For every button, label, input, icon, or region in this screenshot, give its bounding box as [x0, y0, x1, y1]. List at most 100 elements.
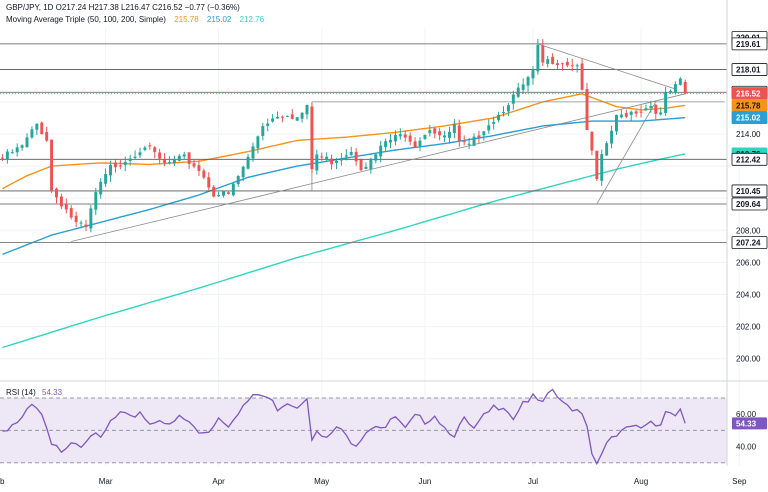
- candles: [0, 38, 687, 233]
- candle-body: [487, 125, 491, 131]
- candle-body: [55, 188, 58, 198]
- candle-body: [634, 111, 638, 114]
- candle-body: [551, 56, 555, 64]
- rsi-legend-label: RSI (14): [6, 388, 36, 397]
- legend: GBP/JPY, 1D O217.24 H217.38 L216.47 C216…: [6, 3, 265, 397]
- candle-body: [94, 192, 98, 210]
- candle-body: [600, 154, 604, 181]
- candle-body: [560, 63, 564, 65]
- price-tag-text: 216.52: [736, 90, 761, 99]
- rsi-tick-label: 60.00: [736, 410, 757, 419]
- candle-body: [0, 157, 4, 159]
- candle-body: [413, 141, 417, 148]
- candle-body: [339, 158, 343, 161]
- candle-body: [5, 151, 9, 160]
- candle-body: [541, 45, 545, 63]
- price-tag: [731, 236, 768, 249]
- candle-body: [546, 59, 550, 64]
- candle-body: [197, 165, 201, 171]
- candle-body: [526, 77, 530, 86]
- rsi-legend-value: 54.33: [42, 388, 63, 397]
- candle-body: [104, 174, 108, 184]
- price-tick-label: 214.00: [736, 130, 761, 139]
- candle-body: [349, 151, 353, 155]
- candle-body: [167, 162, 171, 164]
- candle-body: [295, 117, 299, 121]
- ma-line-ma100: [2, 116, 686, 256]
- price-tag-text: 215.02: [736, 114, 761, 123]
- candle-body: [79, 222, 83, 224]
- candle-body: [615, 114, 618, 132]
- candle-body: [639, 111, 643, 113]
- price-tag: [731, 63, 768, 76]
- candle-body: [447, 131, 451, 138]
- candle-body: [128, 158, 132, 161]
- candle-body: [664, 92, 668, 113]
- candle-body: [320, 156, 324, 158]
- candle-body: [605, 143, 609, 156]
- price-tag-text: 215.78: [736, 101, 761, 110]
- price-tick-label: 204.00: [736, 291, 761, 300]
- candle-body: [379, 145, 383, 157]
- candle-body: [497, 114, 501, 121]
- candle-body: [35, 123, 39, 130]
- candle-body: [516, 87, 520, 97]
- candle-body: [113, 162, 117, 168]
- rsi-line: [2, 388, 686, 466]
- price-tag-text: 219.61: [736, 40, 761, 49]
- candle-body: [580, 63, 584, 90]
- candle-body: [673, 84, 677, 94]
- candle-body: [305, 105, 309, 115]
- candle-body: [280, 116, 284, 118]
- candle-body: [482, 131, 486, 136]
- candle-body: [148, 145, 152, 147]
- price-tick-label: 206.00: [736, 258, 761, 267]
- candle-body: [467, 143, 471, 145]
- candle-body: [403, 134, 407, 138]
- price-tag: [731, 111, 768, 124]
- candle-body: [595, 150, 599, 180]
- candle-body: [10, 152, 14, 154]
- candle-body: [241, 166, 245, 178]
- candle-body: [236, 175, 240, 184]
- candle-body: [384, 141, 388, 148]
- price-tick-label: 200.00: [736, 355, 761, 364]
- ma200-legend-value: 212.76: [240, 15, 265, 24]
- price-tags: 54.33220.01219.61218.01216.60216.52215.7…: [731, 31, 768, 430]
- candle-body: [683, 81, 687, 94]
- candle-body: [443, 135, 447, 138]
- candle-body: [231, 183, 235, 196]
- candle-body: [300, 112, 304, 119]
- candle-body: [261, 126, 265, 136]
- candle-body: [521, 84, 525, 90]
- price-tick-label: 208.00: [736, 226, 761, 235]
- candle-body: [654, 104, 658, 114]
- candle-body: [364, 166, 368, 169]
- candle-body: [59, 196, 63, 207]
- candle-body: [133, 156, 137, 158]
- ma-legend-label: Moving Average Triple (50, 100, 200, Sim…: [6, 15, 166, 24]
- time-tick-label: Jul: [528, 477, 538, 486]
- candle-body: [290, 114, 294, 119]
- candle-body: [285, 115, 289, 117]
- header-line2: Moving Average Triple (50, 100, 200, Sim…: [6, 15, 265, 24]
- candle-body: [89, 208, 93, 229]
- candle-body: [246, 156, 250, 169]
- time-tick-label: Mar: [99, 477, 113, 486]
- moving-averages: [2, 93, 686, 349]
- candle-body: [158, 152, 162, 159]
- candle-body: [50, 139, 54, 191]
- candle-body: [556, 63, 560, 66]
- candle-body: [344, 155, 348, 157]
- candle-body: [438, 131, 442, 136]
- candle-body: [457, 125, 461, 141]
- candle-body: [354, 151, 358, 162]
- candle-body: [69, 208, 73, 218]
- candle-body: [472, 136, 476, 146]
- time-tick-label: Sep: [732, 477, 747, 486]
- candle-body: [330, 158, 334, 165]
- candle-body: [217, 195, 221, 197]
